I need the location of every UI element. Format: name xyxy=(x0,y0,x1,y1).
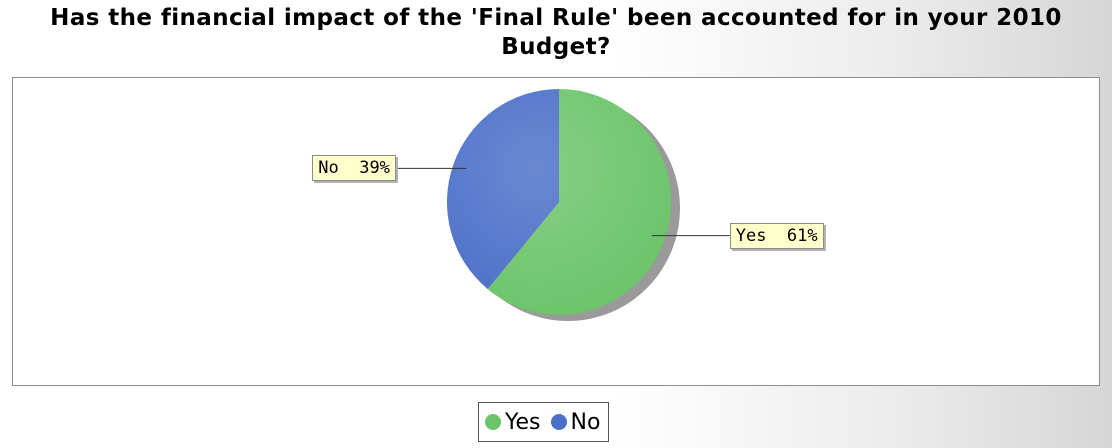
plot-area: Yes 61% No 39% xyxy=(12,77,1100,386)
pie-chart xyxy=(396,89,730,321)
legend-label-yes: Yes xyxy=(505,409,541,435)
slice-label-yes: Yes 61% xyxy=(729,222,824,249)
legend-item-yes: Yes xyxy=(485,410,541,435)
legend-swatch-no xyxy=(550,414,567,430)
pie-highlight xyxy=(447,89,671,315)
slice-label-no: No 39% xyxy=(312,155,396,182)
legend-item-no: No xyxy=(550,409,601,435)
legend-label-no: No xyxy=(570,409,601,435)
legend-swatch-yes xyxy=(485,414,501,430)
chart-title: Has the financial impact of the 'Final R… xyxy=(50,5,1062,60)
legend: Yes No xyxy=(478,402,610,442)
